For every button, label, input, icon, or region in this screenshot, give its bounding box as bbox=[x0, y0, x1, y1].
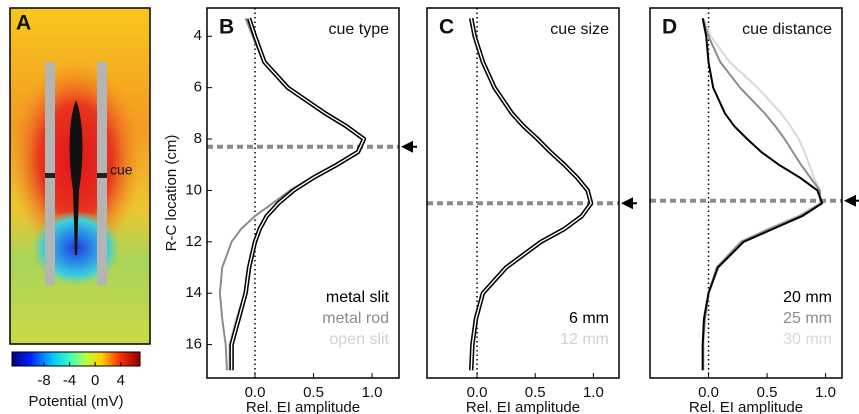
x-tick-label: 1.0 bbox=[362, 384, 383, 401]
series-line bbox=[701, 18, 824, 371]
legend-entry: 30 mm bbox=[783, 331, 832, 348]
cue-arrow bbox=[401, 140, 413, 153]
colorbar-tick-label: -4 bbox=[63, 372, 76, 389]
heatmap: A cue Potential (mV) bbox=[9, 7, 151, 410]
panel-title: cue size bbox=[550, 21, 609, 38]
y-tick-label: 16 bbox=[185, 336, 202, 353]
cue-right bbox=[97, 173, 107, 178]
cue-arrow bbox=[621, 197, 633, 210]
x-tick-label: 0.5 bbox=[303, 384, 324, 401]
heatmap-frame bbox=[9, 7, 151, 345]
x-tick-label: 0.5 bbox=[525, 384, 546, 401]
cue-annotation: cue bbox=[110, 162, 133, 178]
legend-entry: metal slit bbox=[326, 289, 390, 306]
colorbar-tick-label: -8 bbox=[37, 372, 50, 389]
x-tick-label: 0.0 bbox=[698, 384, 719, 401]
y-tick-label: 8 bbox=[194, 130, 202, 147]
y-axis-label: R-C location (cm) bbox=[163, 135, 180, 252]
y-tick-label: 14 bbox=[185, 284, 202, 301]
plot-frame bbox=[649, 7, 843, 379]
legend-entry: 6 mm bbox=[569, 310, 609, 327]
panel: 0.0 0.5 1.0 Rel. EI amplitude D cue distance 2… bbox=[649, 7, 859, 414]
legend-entry: open slit bbox=[329, 331, 389, 348]
cue-left bbox=[45, 173, 55, 178]
panel-letter: C bbox=[439, 16, 454, 39]
y-tick-label: 12 bbox=[185, 233, 202, 250]
series-line-core bbox=[470, 18, 592, 371]
panel-letter: D bbox=[662, 16, 677, 39]
legend-entry: metal rod bbox=[322, 310, 389, 327]
legend-entry: 25 mm bbox=[783, 310, 832, 327]
y-tick-label: 6 bbox=[194, 79, 202, 96]
fish bbox=[69, 100, 83, 255]
series-line-core bbox=[230, 18, 365, 371]
plot-frame bbox=[206, 7, 400, 379]
y-tick-label: 4 bbox=[194, 27, 202, 44]
colorbar-tick-label: 0 bbox=[91, 372, 99, 389]
panel-letter: A bbox=[16, 12, 31, 35]
panel-title: cue type bbox=[329, 21, 390, 38]
x-tick-label: 0.0 bbox=[245, 384, 266, 401]
x-tick-label: 1.0 bbox=[815, 384, 836, 401]
x-tick-label: 1.0 bbox=[583, 384, 604, 401]
panel-letter: B bbox=[219, 16, 234, 39]
x-tick-label: 0.0 bbox=[467, 384, 488, 401]
legend-entry: 12 mm bbox=[560, 331, 609, 348]
x-axis-label: Rel. EI amplitude bbox=[466, 399, 580, 414]
x-axis-label: Rel. EI amplitude bbox=[246, 399, 360, 414]
y-tick-label: 10 bbox=[185, 181, 202, 198]
legend-entry: 20 mm bbox=[783, 289, 832, 306]
colorbar-label: Potential (mV) bbox=[28, 393, 123, 410]
cue-arrow bbox=[844, 194, 856, 207]
x-tick-label: 0.5 bbox=[757, 384, 778, 401]
panel-title: cue distance bbox=[742, 21, 832, 38]
x-axis-label: Rel. EI amplitude bbox=[689, 399, 803, 414]
plot-frame bbox=[426, 7, 620, 379]
colorbar-tick-label: 4 bbox=[117, 372, 125, 389]
